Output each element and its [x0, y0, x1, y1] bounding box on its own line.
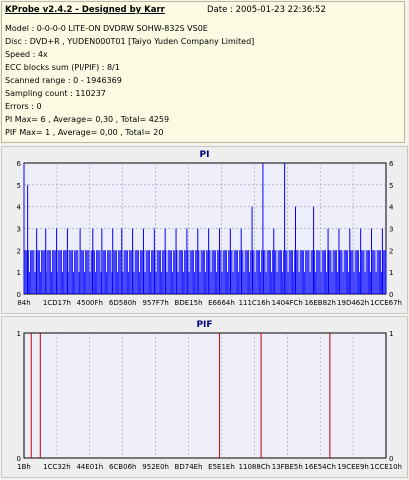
pif-x-tick-label: E5E1Eh [208, 463, 235, 471]
pi-chart-title: PI [200, 150, 210, 160]
scan-date: Date : 2005-01-23 22:36:52 [207, 5, 326, 15]
pi-x-tick-label: 4500Fh [77, 299, 103, 307]
pif-chart: PIF 0 0 1 1 1Bh 1CC32h 44E01h 6CB06h 952E0h BD74Eh… [17, 320, 402, 471]
pi-y-tick-right: 4 [389, 204, 394, 212]
pif-y-tick-right: 0 [389, 455, 393, 463]
pi-x-tick-label: 16EB82h [304, 299, 335, 307]
pi-chart: PI 0 0 1 1 2 2 3 3 4 4 5 5 6 6 84h 1CD17h 4500Fh 6D580h 957… [17, 150, 402, 307]
pi-y-tick-right: 6 [389, 160, 394, 168]
pif-x-tick-label: 19CEE9h [337, 463, 369, 471]
pi-x-tick-label: 1CD17h [43, 299, 71, 307]
pif-y-tick-left: 0 [17, 455, 21, 463]
app-title: KProbe v2.4.2 - Designed by Karr [5, 5, 165, 15]
pi-y-tick-right: 2 [389, 247, 393, 255]
pif-y-tick-left: 1 [17, 330, 21, 338]
pi-x-tick-label: 111C16h [239, 299, 271, 307]
info-panel: KProbe v2.4.2 - Designed by Karr Date : … [1, 1, 405, 143]
pi-x-tick-label: E6664h [208, 299, 235, 307]
pif-x-tick-label: 952E0h [142, 463, 169, 471]
info-pif-stats: PIF Max= 1 , Average= 0,00 , Total= 20 [5, 128, 164, 137]
pi-x-tick-label: 1CCE67h [370, 299, 402, 307]
info-model: Model : 0-0-0-0 LITE-ON DVDRW SOHW-832S … [5, 24, 208, 33]
pi-y-tick-left: 3 [17, 226, 21, 234]
info-errors: Errors : 0 [5, 102, 42, 111]
pi-y-tick-right: 3 [389, 226, 393, 234]
pif-x-tick-label: 1CCE10h [370, 463, 402, 471]
pif-x-tick-label: 13FBE5h [272, 463, 303, 471]
pif-chart-title: PIF [196, 320, 212, 330]
pif-x-tick-label: 1CC32h [43, 463, 71, 471]
pi-x-tick-label: BDE15h [175, 299, 203, 307]
pi-y-tick-right: 1 [389, 269, 393, 277]
pif-x-tick-label: 11088Ch [239, 463, 271, 471]
info-speed: Speed : 4x [5, 50, 48, 59]
info-ecc-sum: ECC blocks sum (PI/PIF) : 8/1 [5, 63, 120, 72]
pif-x-tick-label: 44E01h [76, 463, 103, 471]
pi-y-tick-right: 5 [389, 182, 393, 190]
pif-x-tick-label: BD74Eh [175, 463, 203, 471]
pi-y-tick-left: 1 [17, 269, 21, 277]
pif-x-tick-label: 16E54Ch [304, 463, 336, 471]
pi-x-tick-label: 1404FCh [272, 299, 303, 307]
info-sampling-count: Sampling count : 110237 [5, 89, 106, 98]
pi-x-tick-label: 6D580h [109, 299, 137, 307]
info-pi-stats: PI Max= 6 , Average= 0,30 , Total= 4259 [5, 115, 170, 124]
pi-y-tick-right: 0 [389, 291, 393, 299]
pif-plot-area [23, 332, 387, 459]
pi-chart-panel: PI 0 0 1 1 2 2 3 3 4 4 5 5 6 6 84h 1CD17h 4500Fh 6D580h 957… [1, 146, 408, 314]
pif-chart-panel: PIF 0 0 1 1 1Bh 1CC32h 44E01h 6CB06h 952E0h BD74Eh… [1, 316, 408, 478]
pi-y-tick-left: 4 [17, 204, 22, 212]
pi-y-tick-left: 5 [17, 182, 21, 190]
pif-x-tick-label: 6CB06h [109, 463, 137, 471]
pi-x-tick-label: 957F7h [142, 299, 168, 307]
pi-y-tick-left: 6 [17, 160, 22, 168]
pi-y-tick-left: 2 [17, 247, 21, 255]
info-disc: Disc : DVD+R , YUDEN000T01 [Taiyo Yuden … [5, 37, 255, 46]
pi-y-tick-left: 0 [17, 291, 21, 299]
pi-x-tick-label: 84h [17, 299, 30, 307]
info-scanned-range: Scanned range : 0 - 1946369 [5, 76, 122, 85]
pif-x-tick-label: 1Bh [17, 463, 31, 471]
pi-x-tick-label: 19D462h [337, 299, 369, 307]
pif-y-tick-right: 1 [389, 330, 393, 338]
